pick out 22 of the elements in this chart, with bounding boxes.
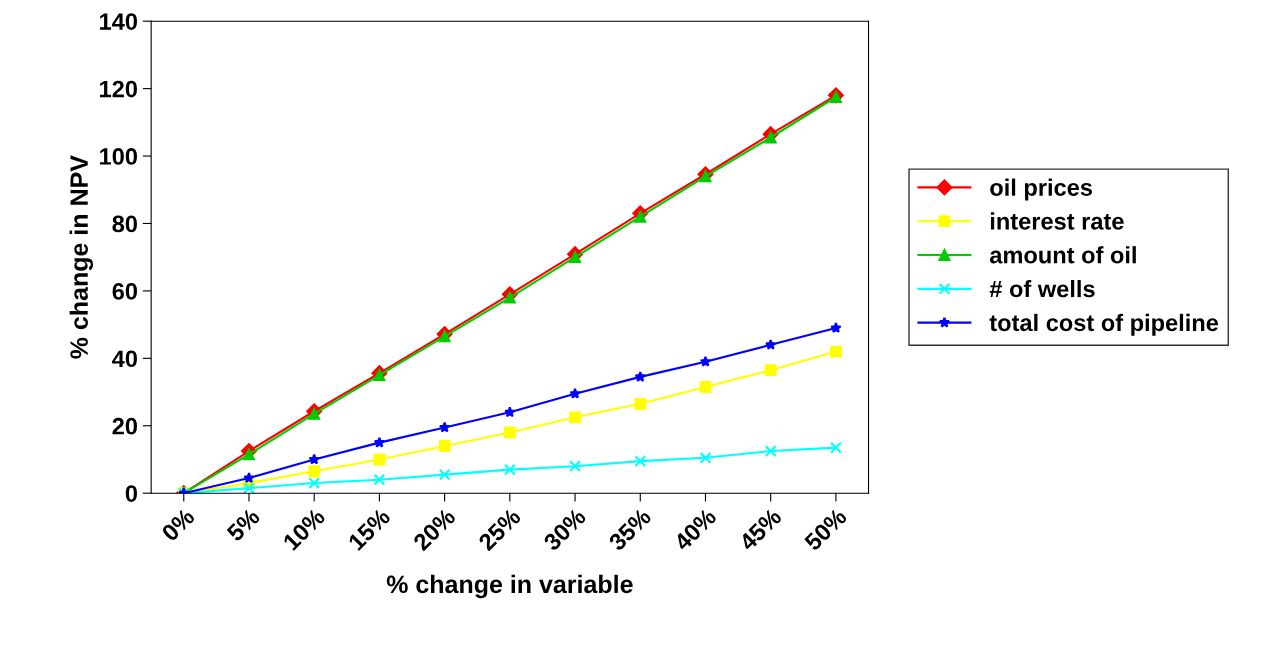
y-tick-label: 140 (100, 13, 137, 30)
y-tick-label: 100 (100, 148, 137, 165)
x-tick-label: 50% (803, 507, 848, 552)
y-tick-label: 60 (112, 282, 137, 300)
y-tick-label: 20 (112, 417, 137, 435)
legend-label: oil prices (990, 178, 1092, 201)
y-tick-label: 80 (112, 215, 137, 233)
x-tick-label: 35% (607, 507, 653, 552)
x-tick-label: 40% (672, 507, 718, 552)
y-tick-label: 40 (112, 350, 137, 368)
legend-label: interest rate (990, 212, 1124, 230)
legend-label: # of wells (989, 280, 1095, 298)
legend-label: amount of oil (989, 246, 1136, 264)
y-tick-label: 120 (100, 80, 137, 98)
x-axis-title: % change in variable (386, 574, 633, 599)
legend-label: total cost of pipeline (989, 313, 1219, 336)
x-tick-label: 0% (160, 507, 196, 543)
x-tick-label: 30% (542, 507, 587, 552)
y-tick-label: 0 (125, 485, 137, 502)
x-tick-label: 45% (738, 507, 783, 552)
x-tick-label: 5% (225, 507, 261, 543)
y-axis-title: % change in NPV (69, 155, 94, 359)
